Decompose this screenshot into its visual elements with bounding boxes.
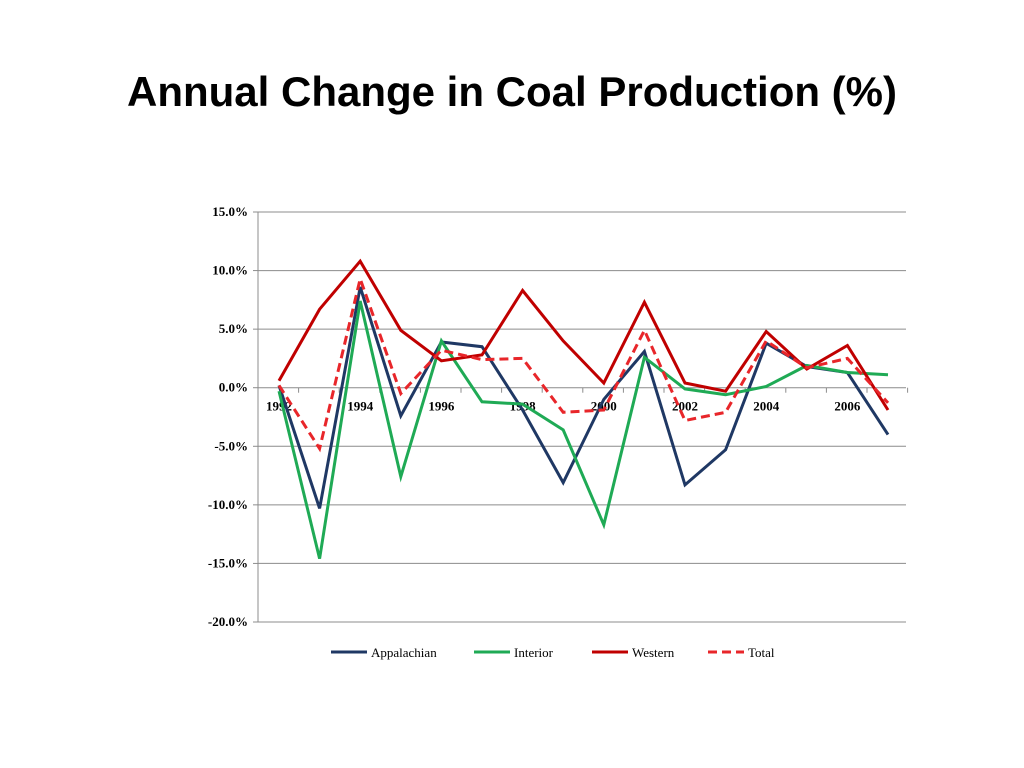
y-tick-label: -15.0% xyxy=(208,555,248,570)
y-axis-ticks: 15.0% 10.0% 5.0% 0.0% -5.0% -10.0% -15.0% -20.0… xyxy=(208,204,258,629)
y-tick-label: 10.0% xyxy=(212,263,248,278)
series-lines xyxy=(277,258,890,560)
series-line-western xyxy=(277,258,890,411)
x-tick-label: 2004 xyxy=(753,399,780,414)
x-tick-label: 2006 xyxy=(834,399,861,414)
gridlines xyxy=(258,211,906,623)
y-tick-label: -10.0% xyxy=(208,497,248,512)
legend-label-interior: Interior xyxy=(514,645,554,660)
y-tick-label: -20.0% xyxy=(208,614,248,629)
x-tick-label: 1994 xyxy=(347,399,374,414)
y-tick-label: -5.0% xyxy=(214,438,248,453)
legend-label-appalachian: Appalachian xyxy=(371,645,437,660)
y-tick-label: 0.0% xyxy=(219,380,248,395)
y-tick-label: 15.0% xyxy=(212,204,248,219)
series-line-total xyxy=(277,273,890,453)
legend-label-western: Western xyxy=(632,645,675,660)
x-tick-label: 1996 xyxy=(428,399,455,414)
y-tick-label: 5.0% xyxy=(219,321,248,336)
legend-label-total: Total xyxy=(748,645,775,660)
x-axis-ticks: 1992 1994 1996 1998 2000 2002 2004 2006 xyxy=(257,387,909,414)
series-line-interior xyxy=(277,300,889,560)
slide-title: Annual Change in Coal Production (%) xyxy=(127,68,897,115)
legend: Appalachian Interior Western Total xyxy=(331,645,775,660)
